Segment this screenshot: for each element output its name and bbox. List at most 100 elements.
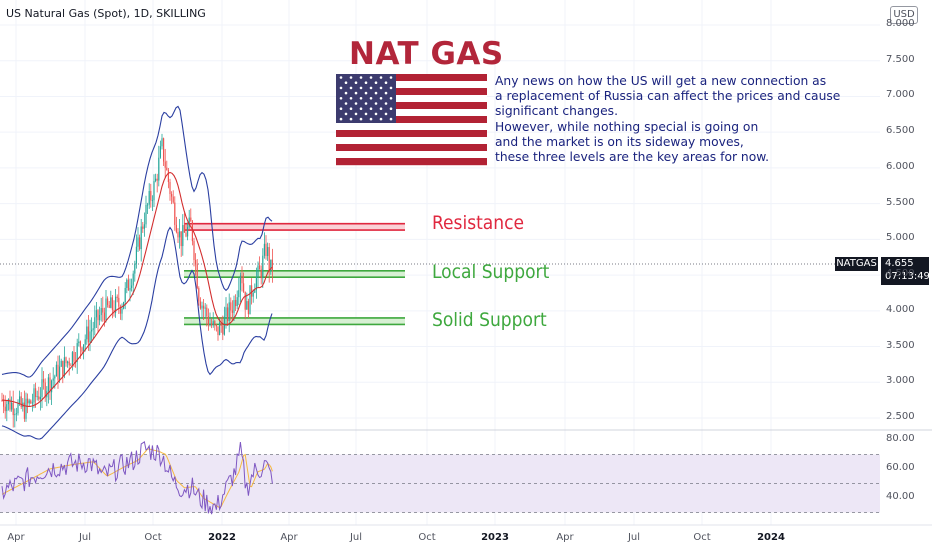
price-tag: 4.655 07:13:49	[881, 257, 930, 285]
candle-body	[118, 297, 120, 307]
flag-star	[389, 117, 393, 121]
candle-body	[7, 399, 9, 405]
candle-body	[148, 191, 150, 205]
flag-star	[364, 112, 368, 116]
candle-body	[179, 231, 181, 238]
candle-body	[190, 217, 192, 222]
candle-body	[124, 287, 126, 303]
candle-body	[44, 382, 46, 398]
candle-body	[94, 317, 96, 329]
candle-body	[30, 400, 32, 404]
flag-star	[369, 107, 373, 110]
candle-body	[12, 402, 14, 416]
candle-body	[167, 170, 169, 183]
flag-star	[359, 76, 363, 79]
candle-body	[76, 343, 78, 362]
candle-body	[121, 308, 123, 314]
candle-body	[35, 388, 37, 398]
candle-body	[43, 379, 45, 383]
candle-body	[185, 232, 187, 237]
candle-body	[159, 146, 161, 158]
candle-body	[62, 360, 64, 377]
bollinger-upper	[1, 105, 273, 378]
flag-star	[379, 76, 383, 79]
candle-body	[55, 364, 57, 377]
time-tick-label: Apr	[280, 532, 298, 543]
candle-body	[127, 279, 129, 291]
level-zone	[184, 223, 405, 231]
symbol-tag: NATGAS	[835, 257, 878, 271]
rsi-line	[1, 440, 273, 515]
flag-star	[354, 102, 358, 105]
flag-star	[339, 107, 343, 110]
flag-star	[354, 81, 358, 84]
moving-average	[1, 171, 273, 407]
candle-body	[223, 316, 225, 335]
flag-star	[389, 86, 393, 90]
candle-body	[28, 400, 30, 404]
flag-star	[369, 76, 373, 79]
candle-body	[68, 361, 70, 366]
candle-body	[161, 138, 163, 147]
candle-body	[111, 297, 113, 310]
annotation-line: However, while nothing special is going …	[495, 119, 759, 134]
flag-stripe	[336, 109, 487, 117]
candle-body	[236, 297, 238, 307]
time-tick-label: 2022	[208, 532, 236, 543]
flag-star	[364, 91, 368, 95]
candle-body	[230, 302, 232, 311]
price-tick-label: 7.000	[886, 89, 915, 101]
rsi-tick-label: 40.00	[886, 491, 915, 502]
candle-body	[110, 297, 112, 308]
flag-stripe	[336, 151, 487, 159]
candle-body	[214, 321, 216, 325]
candle-body	[71, 352, 73, 366]
flag-stripe	[336, 88, 487, 96]
currency-button[interactable]: USD	[890, 6, 918, 24]
flag-star	[359, 107, 363, 110]
flag-stripe	[336, 158, 487, 166]
price-tick-label: 7.500	[886, 53, 915, 65]
price-tick-label: 6.000	[886, 160, 915, 172]
candle-body	[163, 138, 165, 162]
flag-star	[349, 76, 353, 79]
candle-body	[251, 285, 253, 297]
candle-body	[268, 247, 270, 271]
candle-body	[140, 226, 142, 250]
candle-body	[52, 378, 54, 381]
flag-star	[384, 91, 388, 95]
candle-body	[147, 204, 149, 206]
candle-body	[3, 400, 5, 407]
annotation-title: NAT GAS	[349, 36, 504, 72]
candle-body	[83, 344, 85, 352]
candle-body	[195, 259, 197, 264]
flag-stripe	[336, 81, 487, 89]
candle-body	[11, 402, 13, 410]
candle-body	[238, 290, 240, 298]
candle-body	[247, 301, 249, 315]
annotation-line: Any news on how the US will get a new co…	[495, 74, 827, 88]
bollinger-lower	[1, 226, 273, 440]
candle-body	[107, 298, 109, 306]
candle-body	[225, 307, 227, 317]
flag-stripe	[336, 123, 487, 131]
candle-body	[38, 396, 40, 400]
local-support-label: Local Support	[432, 261, 550, 283]
annotation-line: significant changes.	[495, 104, 618, 119]
flag-star	[384, 102, 388, 105]
candle-body	[191, 221, 193, 242]
candle-body	[9, 399, 11, 410]
candle-body	[151, 200, 153, 202]
rsi-tick-label: 80.00	[886, 433, 915, 444]
candle-body	[97, 310, 99, 321]
candle-body	[15, 413, 17, 415]
candle-body	[207, 316, 209, 326]
candle-body	[131, 285, 133, 288]
flag-star	[354, 91, 358, 95]
price-tick-label: 6.500	[886, 125, 915, 137]
candle-body	[87, 326, 89, 343]
flag-star	[384, 81, 388, 84]
candle-body	[262, 255, 264, 279]
level-zone	[184, 270, 405, 278]
